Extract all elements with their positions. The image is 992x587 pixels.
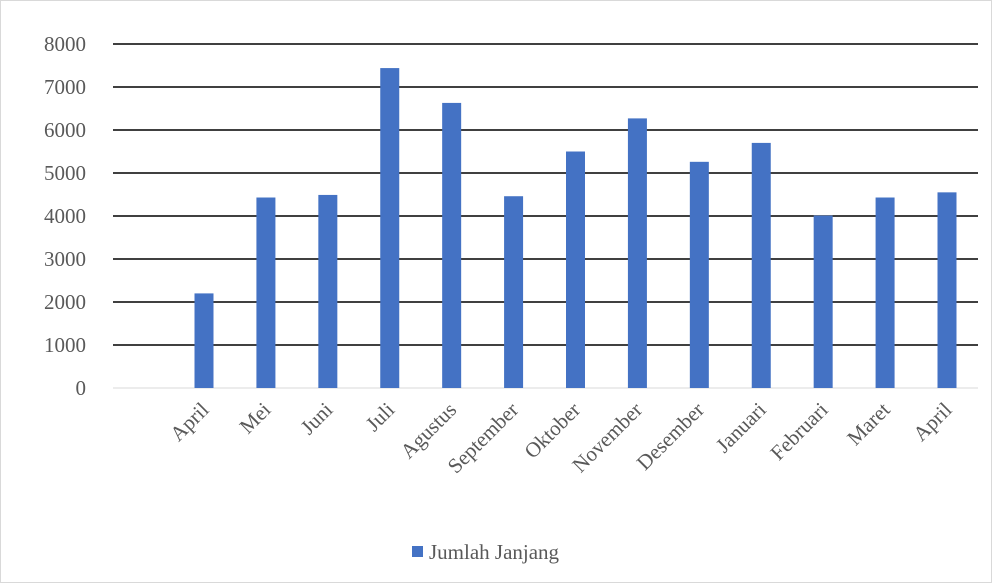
bar-februari-10: [813, 215, 833, 388]
y-tick-label: 6000: [44, 118, 86, 142]
x-tick-label: Juli: [361, 397, 400, 436]
y-tick-label: 0: [76, 376, 87, 400]
y-tick-label: 3000: [44, 247, 86, 271]
bar-maret-11: [875, 197, 895, 388]
y-tick-label: 4000: [44, 204, 86, 228]
x-tick-label: Mei: [235, 397, 276, 438]
bar-april-12: [937, 192, 957, 388]
bar-desember-8: [689, 161, 709, 388]
bar-november-7: [627, 118, 647, 388]
y-axis-tick-labels: 0 1000 2000 3000 4000 5000 6000 7000 8000: [44, 32, 86, 400]
bar-juli-3: [380, 68, 400, 388]
x-tick-label: Februari: [765, 397, 832, 464]
x-axis-tick-labels: April Mei Juni JuliAgustusSeptemberOktoberN…: [165, 397, 956, 478]
x-tick-label: April: [908, 397, 956, 445]
bar-agustus-4: [442, 102, 462, 388]
y-tick-label: 8000: [44, 32, 86, 56]
y-tick-label: 5000: [44, 161, 86, 185]
legend-label-jumlah-janjang: Jumlah Janjang: [429, 540, 560, 564]
legend-swatch-jumlah-janjang: [412, 546, 423, 557]
x-tick-label: Juni: [296, 397, 338, 439]
bar-april-0: [194, 293, 214, 388]
bar-januari-9: [751, 142, 771, 388]
bar-september-5: [504, 196, 524, 388]
bar-oktober-6: [566, 151, 585, 388]
bars: [194, 68, 957, 388]
x-tick-label: Januari: [711, 397, 771, 457]
bar-mei-1: [256, 197, 276, 388]
gridlines: [113, 43, 978, 389]
legend: Jumlah Janjang: [412, 540, 560, 564]
x-tick-label: April: [165, 397, 213, 445]
y-tick-label: 7000: [44, 75, 86, 99]
y-tick-label: 1000: [44, 333, 86, 357]
bar-juni-2: [318, 194, 338, 388]
x-tick-label: Maret: [842, 397, 895, 450]
x-tick-label: Desember: [632, 398, 709, 475]
y-tick-label: 2000: [44, 290, 86, 314]
